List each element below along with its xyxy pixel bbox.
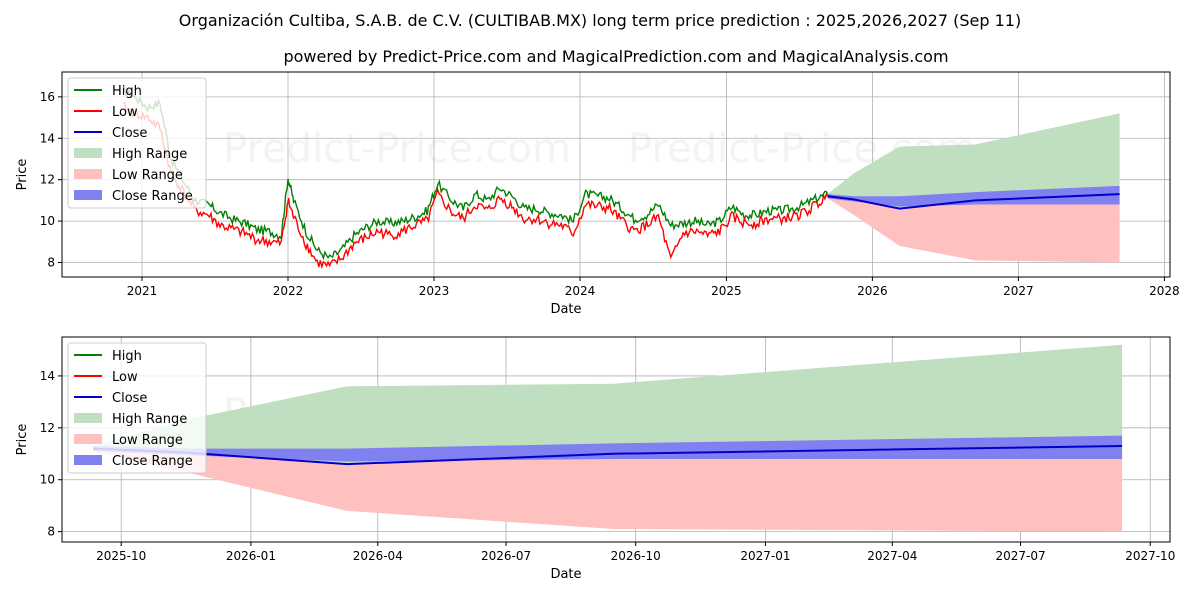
x-tick-label: 2026-07 [481,549,531,563]
y-axis-label: Price [15,424,30,456]
legend-box [67,342,207,474]
chart-title: Organización Cultiba, S.A.B. de C.V. (CU… [179,11,1021,30]
y-axis-label: Price [15,159,30,191]
low-range-band [827,194,1120,263]
legend-swatch [74,148,102,158]
low-range-band [93,445,1123,532]
legend-label: High Range [112,147,187,162]
legend-label: Close [112,391,147,406]
legend-label: Low Range [112,433,183,448]
legend-swatch [74,169,102,179]
x-tick-label: 2025 [711,284,742,298]
legend-label: Close [112,126,147,141]
plot-frame [61,71,1171,278]
bottom-panel: Predict-Price.comPredict-Price.comPredic… [15,336,1175,587]
x-tick-label: 2027-07 [996,549,1046,563]
y-tick-label: 8 [47,525,55,539]
legend-label: Low Range [112,168,183,183]
plot-area: Predict-Price.com Predict-Price.com Predic… [122,86,1120,322]
legend-label: High [112,349,142,364]
legend-label: High Range [112,412,187,427]
legend-swatch [74,455,102,465]
x-tick-label: 2023 [419,284,450,298]
x-tick-label: 2028 [1149,284,1180,298]
x-tick-label: 2026-01 [226,549,276,563]
close-range-band [827,185,1120,207]
x-tick-label: 2026-10 [611,549,661,563]
watermark-text: Predict-Price.com [628,541,976,587]
y-tick-label: 14 [40,131,55,145]
plot-frame [61,336,1171,543]
legend: High Low Close High Range Low Range Close Ran… [67,342,207,474]
high-range-band [827,113,1120,209]
y-tick-label: 10 [40,473,55,487]
chart-subtitle: powered by Predict-Price.com and Magical… [283,47,948,66]
legend-swatch [74,190,102,200]
x-tick-label: 2027-04 [867,549,917,563]
watermark-text: Predict-Price.com [223,276,571,322]
x-axis-label: Date [550,567,581,582]
high-series-line [122,86,829,261]
x-tick-label: 2027 [1003,284,1034,298]
y-tick-label: 12 [40,173,55,187]
legend-label: High [112,84,142,99]
y-tick-label: 16 [40,90,55,104]
y-tick-label: 12 [40,421,55,435]
legend-label: Low [112,370,138,385]
x-tick-label: 2025-10 [96,549,146,563]
close-series-line [827,193,1120,210]
low-series-line [122,102,829,270]
x-axis-label: Date [550,302,581,317]
legend-swatch [74,413,102,423]
legend-label: Close Range [112,189,193,204]
legend: High Low Close High Range Low Range Close Ran… [67,77,207,209]
x-tick-label: 2026 [857,284,888,298]
x-tick-label: 2022 [273,284,304,298]
watermark-text: Predict-Price.com [223,541,571,587]
watermark-text: Predict-Price.com [628,276,976,322]
x-tick-label: 2021 [127,284,158,298]
x-tick-label: 2027-10 [1125,549,1175,563]
y-tick-label: 14 [40,369,55,383]
y-tick-label: 10 [40,214,55,228]
y-tick-label: 8 [47,256,55,270]
watermark-text: Predict-Price.com [223,126,571,172]
x-tick-label: 2024 [565,284,596,298]
x-tick-label: 2027-01 [740,549,790,563]
plot-area: Predict-Price.comPredict-Price.comPredic… [92,344,1123,587]
top-panel: Predict-Price.com Predict-Price.com Predic… [15,71,1180,322]
close-range-band [93,435,1123,462]
legend-box [67,77,207,209]
legend-label: Close Range [112,454,193,469]
legend-label: Low [112,105,138,120]
x-tick-label: 2026-04 [353,549,403,563]
legend-swatch [74,434,102,444]
high-range-band [93,344,1123,465]
